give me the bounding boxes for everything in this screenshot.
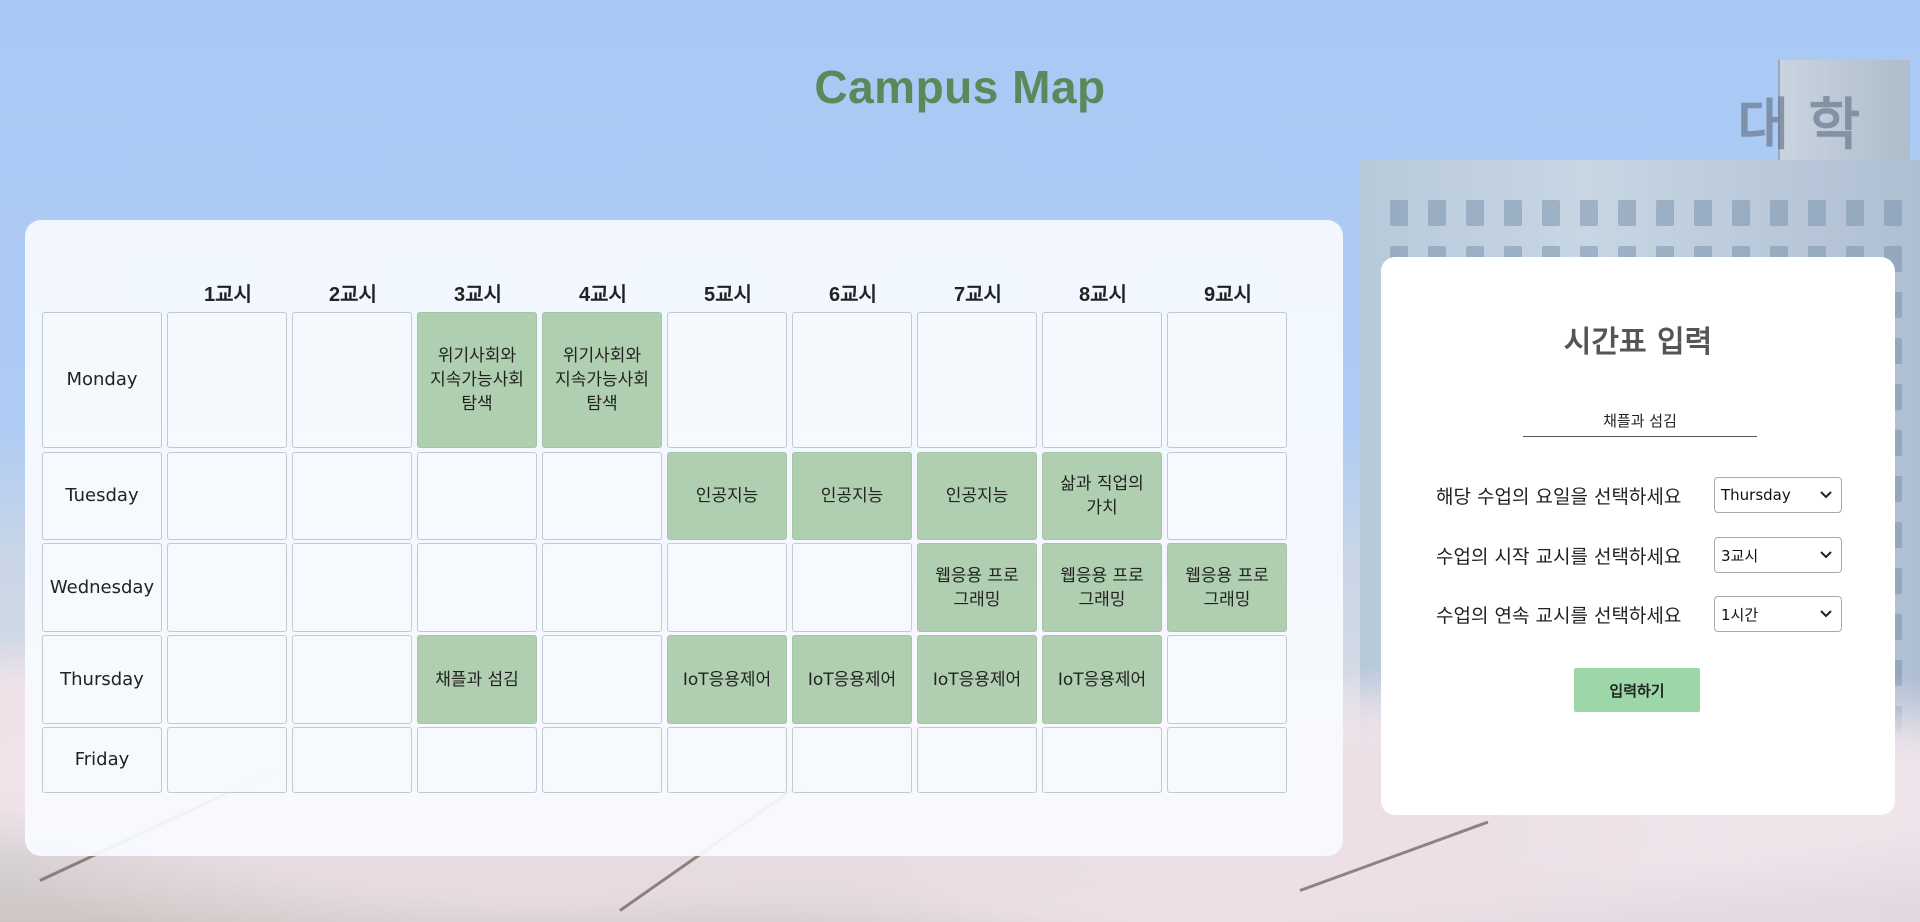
building-sign: 대 학 [1737,92,1860,158]
building-window [1428,200,1446,226]
building-window [1390,200,1408,226]
period-header: 6교시 [829,284,877,306]
timetable-empty-cell[interactable] [417,452,537,540]
timetable-class-cell[interactable]: 위기사회와 지속가능사회탐색 [542,312,662,448]
timetable-empty-cell[interactable] [667,312,787,448]
timetable-empty-cell[interactable] [417,543,537,632]
timetable-empty-cell[interactable] [292,635,412,724]
period-header: 4교시 [579,284,627,306]
building-window [1656,200,1674,226]
input-panel-title: 시간표 입력 [1563,325,1713,360]
start-period-value: 3교시 [1721,546,1759,565]
period-header: 2교시 [329,284,377,306]
timetable-empty-cell[interactable] [792,312,912,448]
timetable-empty-cell[interactable] [667,727,787,793]
timetable-class-cell[interactable]: 웹응용 프로그래밍 [1042,543,1162,632]
building-window [1542,200,1560,226]
timetable-input-panel: 시간표 입력 해당 수업의 요일을 선택하세요 Thursday 수업의 시작 … [1381,257,1895,815]
building-window [1732,200,1750,226]
timetable-class-cell[interactable]: 위기사회와 지속가능사회탐색 [417,312,537,448]
building-window [1884,200,1902,226]
timetable-empty-cell[interactable] [1042,312,1162,448]
timetable-class-cell[interactable]: IoT응용제어 [667,635,787,724]
timetable-empty-cell[interactable] [1167,727,1287,793]
chevron-down-icon [1820,551,1832,559]
timetable-empty-cell[interactable] [292,312,412,448]
period-header: 7교시 [954,284,1002,306]
building-window [1808,200,1826,226]
duration-value: 1시간 [1721,605,1759,624]
timetable-empty-cell[interactable] [167,312,287,448]
day-select-value: Thursday [1721,486,1791,504]
timetable-empty-cell[interactable] [417,727,537,793]
building-window [1618,200,1636,226]
timetable-class-cell[interactable]: 채플과 섬김 [417,635,537,724]
submit-button[interactable]: 입력하기 [1574,668,1700,712]
timetable-class-cell[interactable]: 삶과 직업의 가치 [1042,452,1162,540]
page-title: Campus Map [814,61,1106,113]
building-window [1466,200,1484,226]
timetable-empty-cell[interactable] [792,727,912,793]
timetable-empty-cell[interactable] [167,635,287,724]
chevron-down-icon [1820,610,1832,618]
day-select-row: 해당 수업의 요일을 선택하세요 Thursday [1436,477,1856,513]
start-period-select[interactable]: 3교시 [1714,537,1842,573]
timetable-empty-cell[interactable] [292,543,412,632]
timetable-empty-cell[interactable] [542,727,662,793]
chevron-down-icon [1820,491,1832,499]
timetable-empty-cell[interactable] [667,543,787,632]
period-header: 5교시 [704,284,752,306]
timetable-empty-cell[interactable] [167,543,287,632]
timetable-class-cell[interactable]: IoT응용제어 [917,635,1037,724]
building-window [1770,200,1788,226]
timetable-class-cell[interactable]: 인공지능 [917,452,1037,540]
period-header: 9교시 [1204,284,1252,306]
timetable-empty-cell[interactable] [292,452,412,540]
duration-label: 수업의 연속 교시를 선택하세요 [1436,605,1682,627]
timetable-empty-cell[interactable] [1167,452,1287,540]
timetable-empty-cell[interactable] [292,727,412,793]
duration-select[interactable]: 1시간 [1714,596,1842,632]
course-name-input[interactable] [1523,404,1757,437]
timetable-empty-cell[interactable] [1167,312,1287,448]
timetable-empty-cell[interactable] [1042,727,1162,793]
timetable-class-cell[interactable]: 웹응용 프로그래밍 [917,543,1037,632]
building-window [1846,200,1864,226]
timetable-panel: 1교시 2교시 3교시 4교시 5교시 6교시 7교시 8교시 9교시 Monday 위기사회와 지… [25,220,1343,856]
period-header: 3교시 [454,284,502,306]
timetable-class-cell[interactable]: IoT응용제어 [792,635,912,724]
building-window [1694,200,1712,226]
start-period-label: 수업의 시작 교시를 선택하세요 [1436,546,1682,568]
duration-select-row: 수업의 연속 교시를 선택하세요 1시간 [1436,596,1856,632]
timetable-empty-cell[interactable] [542,635,662,724]
timetable-empty-cell[interactable] [792,543,912,632]
timetable-empty-cell[interactable] [542,452,662,540]
day-label-wednesday: Wednesday [42,543,162,632]
timetable-empty-cell[interactable] [542,543,662,632]
period-header: 1교시 [204,284,252,306]
timetable-class-cell[interactable]: 인공지능 [792,452,912,540]
timetable-class-cell[interactable]: IoT응용제어 [1042,635,1162,724]
day-label-thursday: Thursday [42,635,162,724]
timetable-class-cell[interactable]: 웹응용 프로그래밍 [1167,543,1287,632]
period-header: 8교시 [1079,284,1127,306]
timetable-empty-cell[interactable] [167,727,287,793]
day-label-monday: Monday [42,312,162,448]
building-window [1580,200,1598,226]
building-window [1504,200,1522,226]
timetable-empty-cell[interactable] [167,452,287,540]
day-select[interactable]: Thursday [1714,477,1842,513]
timetable-class-cell[interactable]: 인공지능 [667,452,787,540]
timetable-empty-cell[interactable] [917,312,1037,448]
day-select-label: 해당 수업의 요일을 선택하세요 [1436,486,1682,508]
timetable-empty-cell[interactable] [1167,635,1287,724]
timetable-empty-cell[interactable] [917,727,1037,793]
start-period-select-row: 수업의 시작 교시를 선택하세요 3교시 [1436,537,1856,573]
day-label-friday: Friday [42,727,162,793]
day-label-tuesday: Tuesday [42,452,162,540]
